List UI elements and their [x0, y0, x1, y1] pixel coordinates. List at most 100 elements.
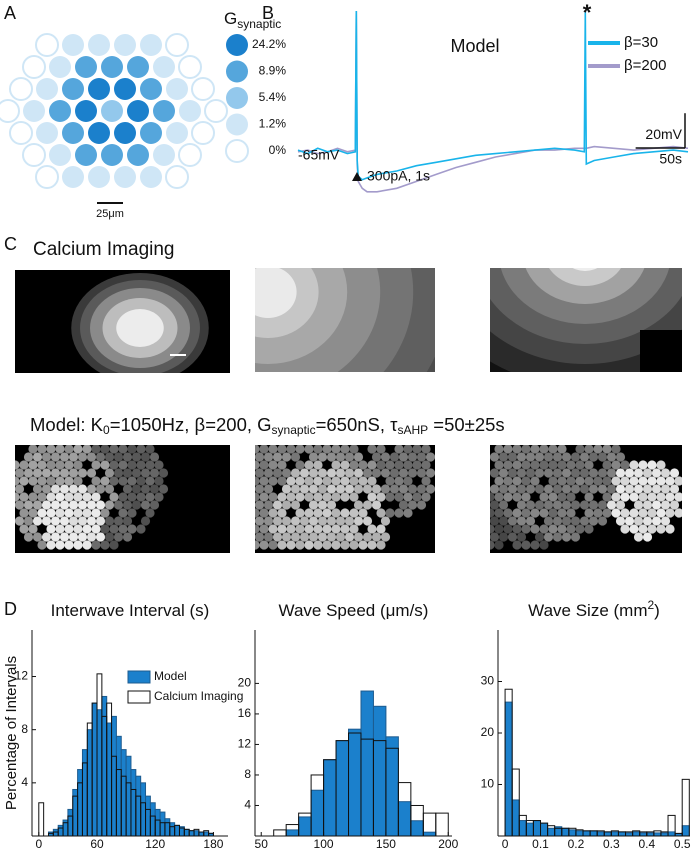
model-cell [19, 524, 29, 534]
x-tick-label: 120 [145, 837, 165, 851]
cell [23, 100, 45, 122]
model-cell [304, 524, 314, 534]
cell [49, 100, 71, 122]
model-cell [575, 476, 585, 486]
model-cell [28, 476, 38, 486]
model-cell [570, 500, 581, 510]
model-cell [490, 492, 495, 502]
model-cell [37, 540, 47, 550]
model-cell [136, 445, 146, 454]
chart-title: Wave Speed (μm/s) [279, 601, 429, 620]
model-cell [353, 452, 364, 462]
model-cell [344, 516, 355, 526]
cell [49, 56, 71, 78]
model-cell [525, 484, 536, 494]
model-cell [389, 468, 400, 478]
model-cell [669, 484, 680, 494]
model-cell [299, 484, 310, 494]
legend-label: Calcium Imaging [154, 689, 243, 703]
model-cell [255, 484, 265, 494]
model-cell [118, 460, 128, 470]
bar [91, 702, 98, 837]
bar [323, 759, 337, 837]
model-cell [380, 468, 391, 478]
cell [153, 56, 175, 78]
bar [667, 831, 676, 837]
model-cell [100, 524, 110, 534]
model-cell [530, 508, 540, 518]
model-cell [620, 508, 630, 518]
model-cell [380, 452, 391, 462]
model-cell [286, 476, 296, 486]
cell [36, 122, 58, 144]
model-cell [552, 532, 563, 542]
model-cell [579, 452, 590, 462]
model-cell [127, 445, 137, 454]
model-cell [149, 452, 160, 462]
caption-part: =1050Hz, β=200, G [110, 414, 272, 435]
model-cell [566, 492, 576, 502]
model-cell [588, 452, 599, 462]
model-cell [552, 452, 563, 462]
bar [422, 831, 437, 837]
model-cell [584, 460, 594, 470]
bar [298, 816, 312, 837]
model-cell [656, 460, 666, 470]
model-cell [584, 524, 594, 534]
bar [372, 705, 387, 837]
model-cell [255, 468, 265, 478]
model-cell [286, 445, 296, 454]
model-cell [344, 532, 355, 542]
y-tick-label: 16 [238, 706, 252, 720]
model-cell [394, 445, 404, 454]
model-cell [68, 516, 79, 526]
model-cell [620, 476, 630, 486]
x-tick-label: 0.4 [638, 837, 655, 851]
x-tick-label: 0.2 [568, 837, 585, 851]
model-cell [109, 445, 119, 454]
model-cell [41, 468, 52, 478]
model-cell [498, 532, 509, 542]
model-cell [367, 524, 377, 534]
title-main: Interwave Interval (s) [51, 601, 210, 620]
model-cell [255, 460, 260, 470]
model-cell [41, 532, 52, 542]
model-cell [629, 460, 639, 470]
bar [589, 830, 598, 837]
cell [101, 56, 123, 78]
model-cell [407, 468, 418, 478]
marker-label: * [583, 0, 592, 25]
model-cell [525, 500, 536, 510]
model-cell [272, 468, 283, 478]
y-tick-label: 4 [21, 775, 28, 789]
model-cell [331, 460, 341, 470]
panel-label: C [4, 234, 17, 254]
x-tick-label: 180 [203, 837, 223, 851]
model-cell [579, 500, 590, 510]
model-cell [552, 484, 563, 494]
bar [86, 729, 93, 837]
model-cell [145, 460, 155, 470]
title-main: Wave Size (mm [528, 601, 647, 620]
model-cell [335, 468, 346, 478]
model-cell [41, 516, 52, 526]
cell [101, 100, 123, 122]
model-cell [362, 500, 373, 510]
legend-swatch [226, 87, 248, 109]
model-cell [629, 508, 639, 518]
model-cell [503, 460, 513, 470]
y-tick-label: 4 [244, 798, 251, 812]
model-cell [32, 532, 43, 542]
model-cell [638, 524, 648, 534]
model-cell [59, 532, 70, 542]
model-cell [64, 460, 74, 470]
model-cell [50, 532, 61, 542]
model-cell [86, 452, 97, 462]
chart-title: Wave Size (mm2) [528, 598, 660, 620]
legend-label: β=200 [624, 57, 666, 74]
model-cell [530, 460, 540, 470]
model-cell [113, 452, 124, 462]
model-cell [86, 532, 97, 542]
model-cell [407, 500, 418, 510]
model-cell [539, 508, 549, 518]
